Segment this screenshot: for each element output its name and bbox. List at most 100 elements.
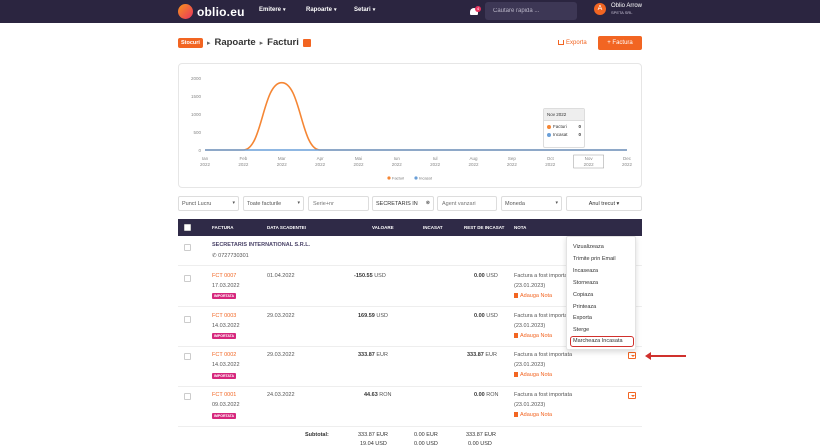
legend-swatch	[387, 176, 391, 180]
currency: USD	[486, 313, 498, 319]
table-row: FCT 0001 09.03.2022 IMPORTATA 24.03.2022…	[178, 387, 642, 427]
client-phone: ✆ 0727730301	[212, 253, 249, 259]
facturi-dot-icon	[547, 124, 551, 129]
x-tick-year: 2022	[507, 162, 518, 167]
menu-item-storneaza[interactable]: Storneaza	[573, 280, 599, 286]
top-bar: oblio.eu Emitere▾ Rapoarte▾ Setari▾ 4 A …	[0, 0, 820, 23]
client-value: SECRETARIS IN	[376, 201, 418, 207]
add-note-link[interactable]: Adauga Nota	[514, 293, 552, 299]
nav-label: Emitere	[259, 7, 282, 13]
add-note-label: Adauga Nota	[520, 293, 553, 299]
logo[interactable]: oblio.eu	[178, 4, 245, 19]
user-menu[interactable]: A Oblio Arrow SPETA SRL	[594, 3, 642, 15]
x-tick-year: 2022	[277, 162, 288, 167]
add-note-link[interactable]: Adauga Nota	[514, 333, 552, 339]
select-all-checkbox[interactable]	[184, 224, 191, 231]
table-row: FCT 0003 14.03.2022 IMPORTATA 29.03.2022…	[178, 307, 642, 347]
user-company: SPETA SRL	[611, 10, 633, 15]
invoice-number[interactable]: FCT 0007	[212, 273, 237, 279]
row-checkbox[interactable]	[184, 393, 191, 400]
add-note-link[interactable]: Adauga Nota	[514, 412, 552, 418]
clear-icon[interactable]: ⊗	[425, 200, 430, 206]
incasat-dot-icon	[547, 132, 551, 137]
x-tick-label: Sep	[508, 156, 517, 161]
menu-item-copiaza[interactable]: Copiaza	[573, 292, 594, 298]
phone-icon: ✆	[212, 253, 219, 259]
rest-value: 333.87	[467, 352, 484, 358]
invoice-date: 09.03.2022	[212, 402, 240, 408]
menu-item-vizualizeaza[interactable]: Vizualizeaza	[573, 244, 604, 250]
select-value: Toate facturile	[247, 201, 282, 207]
invoice-date: 17.03.2022	[212, 283, 240, 289]
menu-item-exporta[interactable]: Exporta	[573, 315, 592, 321]
row-actions-dropdown[interactable]	[628, 392, 636, 399]
invoice-number[interactable]: FCT 0003	[212, 313, 237, 319]
export-button[interactable]: Exporta	[558, 40, 587, 46]
breadcrumb-rapoarte[interactable]: Rapoarte	[214, 37, 256, 48]
col-data-scadentei[interactable]: DATA SCADENTEI	[267, 225, 306, 230]
col-valoare[interactable]: VALOARE	[372, 225, 394, 230]
chevron-down-icon: ▾	[555, 200, 558, 206]
notifications-button[interactable]: 4	[470, 6, 481, 16]
tip-factura-select[interactable]: Toate facturile ▾	[243, 196, 304, 211]
due-date: 01.04.2022	[267, 273, 295, 279]
invoice-number[interactable]: FCT 0001	[212, 392, 237, 398]
chevron-right-icon: ▸	[259, 39, 264, 47]
stocuri-badge[interactable]: Stocuri	[178, 37, 203, 48]
x-tick-year: 2022	[584, 162, 595, 167]
note-date: (23.01.2023)	[514, 402, 546, 408]
add-note-label: Adauga Nota	[520, 412, 553, 418]
bell-icon	[470, 8, 478, 15]
col-factura[interactable]: FACTURA	[212, 225, 234, 230]
note-text: Factura a fost importata	[514, 352, 573, 358]
client-name[interactable]: SECRETARIS INTERNATIONAL S.R.L.	[212, 242, 311, 248]
moneda-select[interactable]: Moneda ▾	[501, 196, 562, 211]
menu-item-sterge[interactable]: Sterge	[573, 327, 590, 333]
select-value: Punct Lucru	[182, 201, 212, 207]
row-checkbox[interactable]	[184, 275, 191, 282]
invoice-number[interactable]: FCT 0002	[212, 352, 237, 358]
x-tick-year: 2022	[392, 162, 403, 167]
search-input[interactable]	[485, 2, 577, 20]
report-icon[interactable]	[302, 38, 311, 47]
table-row: FCT 0007 17.03.2022 IMPORTATA 01.04.2022…	[178, 266, 642, 307]
row-checkbox[interactable]	[184, 316, 191, 323]
chevron-down-icon: ▾	[334, 7, 337, 13]
note-icon	[514, 372, 518, 377]
subtotal-rest: 333.87 EUR	[466, 432, 496, 438]
imported-badge: IMPORTATA	[212, 413, 237, 419]
invoice-value: -150.55	[354, 273, 373, 279]
due-date: 29.03.2022	[267, 352, 295, 358]
x-tick-year: 2022	[430, 162, 441, 167]
punct-lucru-select[interactable]: Punct Lucru ▾	[178, 196, 239, 211]
agent-input[interactable]	[437, 196, 497, 211]
row-checkbox[interactable]	[184, 353, 191, 360]
client-filter[interactable]: SECRETARIS IN ⊗	[372, 196, 434, 211]
x-tick-label: Mar	[278, 156, 286, 161]
menu-item-printeaza[interactable]: Printeaza	[573, 304, 597, 310]
period-select[interactable]: Anul trecut ▾	[566, 196, 642, 211]
add-note-link[interactable]: Adauga Nota	[514, 372, 552, 378]
new-invoice-button[interactable]: + Factura	[598, 36, 642, 50]
menu-item-incaseaza[interactable]: Incaseaza	[573, 268, 599, 274]
download-icon	[558, 40, 564, 45]
subtotal-value: 333.87 EUR	[358, 432, 388, 438]
y-tick-label: 1000	[191, 112, 202, 117]
menu-item-marcheaza-incasata[interactable]: Marcheaza Incasata	[573, 338, 623, 344]
nav-setari[interactable]: Setari ▾	[354, 7, 375, 13]
menu-item-trimite-email[interactable]: Trimite prin Email	[573, 256, 616, 262]
chevron-down-icon: ▾	[616, 201, 620, 207]
nav-emitere[interactable]: Emitere ▾	[259, 7, 286, 13]
note-text: Factura a fost importata	[514, 392, 573, 398]
serie-input[interactable]	[308, 196, 369, 211]
note-date: (23.01.2023)	[514, 283, 546, 289]
row-checkbox[interactable]	[184, 244, 191, 251]
currency: RON	[486, 392, 499, 398]
row-actions-dropdown[interactable]	[628, 352, 636, 359]
page-title: Facturi	[267, 37, 299, 48]
nav-rapoarte[interactable]: Rapoarte ▾	[306, 7, 337, 13]
col-rest[interactable]: REST DE INCASAT	[464, 225, 505, 230]
x-tick-year: 2022	[545, 162, 556, 167]
chevron-down-icon: ▾	[297, 200, 300, 206]
col-incasat[interactable]: INCASAT	[423, 225, 443, 230]
